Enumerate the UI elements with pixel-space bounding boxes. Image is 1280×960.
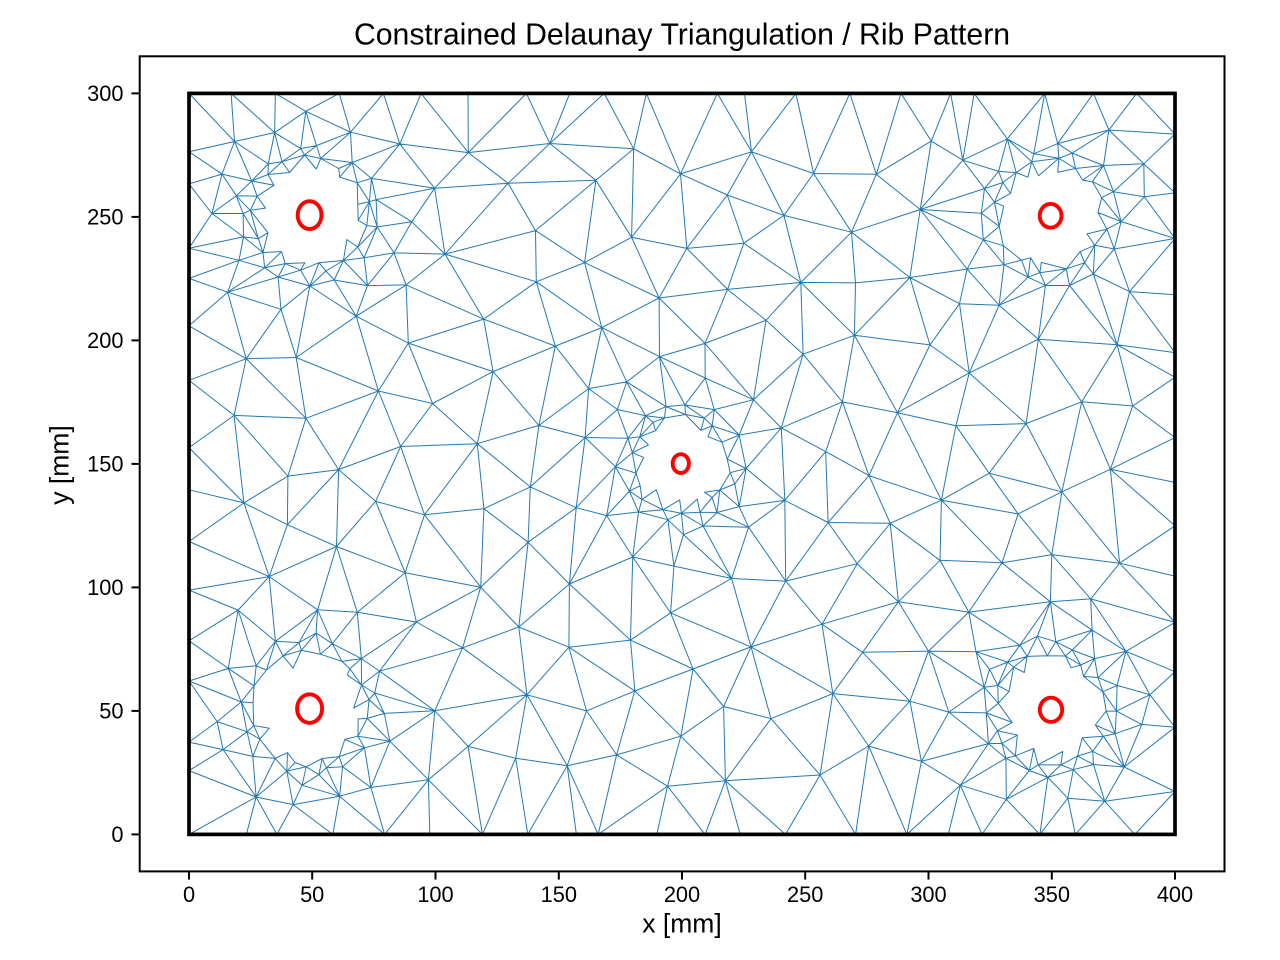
svg-text:0: 0: [183, 882, 195, 907]
svg-text:200: 200: [87, 328, 123, 353]
svg-text:100: 100: [417, 882, 453, 907]
svg-text:400: 400: [1157, 882, 1193, 907]
svg-text:150: 150: [541, 882, 577, 907]
svg-text:300: 300: [87, 81, 123, 106]
svg-text:250: 250: [87, 205, 123, 230]
svg-text:x [mm]: x [mm]: [642, 908, 722, 938]
svg-text:300: 300: [910, 882, 946, 907]
svg-text:350: 350: [1034, 882, 1070, 907]
svg-text:50: 50: [300, 882, 324, 907]
svg-text:50: 50: [99, 699, 123, 724]
svg-text:150: 150: [87, 452, 123, 477]
svg-text:200: 200: [664, 882, 700, 907]
svg-text:250: 250: [787, 882, 823, 907]
svg-text:y [mm]: y [mm]: [45, 425, 75, 505]
svg-text:0: 0: [111, 822, 123, 847]
svg-text:100: 100: [87, 575, 123, 600]
svg-text:Constrained Delaunay Triangula: Constrained Delaunay Triangulation / Rib…: [354, 19, 1010, 52]
